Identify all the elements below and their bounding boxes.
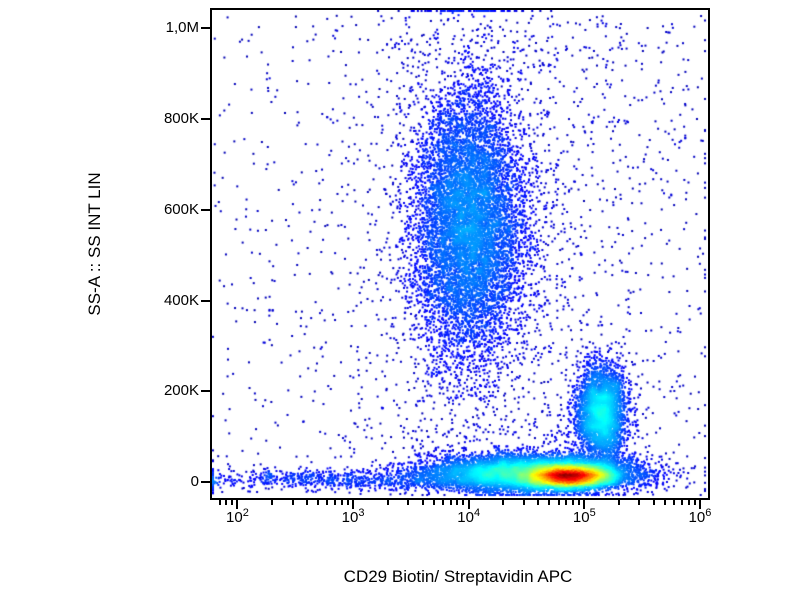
- x-minor-tick-mark: [572, 500, 575, 505]
- y-tick-mark: [201, 27, 210, 30]
- x-minor-tick-mark: [680, 500, 683, 505]
- x-minor-tick-mark: [442, 500, 445, 505]
- x-minor-tick-mark: [687, 500, 690, 505]
- x-minor-tick-mark: [673, 500, 676, 505]
- y-tick-mark: [201, 117, 210, 120]
- y-axis-title: SS-A :: SS INT LIN: [85, 172, 104, 316]
- x-minor-tick-mark: [557, 500, 560, 505]
- plot-area: 0 200K 400K 600K 800K 1,0M 102 103 104 105 106: [164, 8, 711, 526]
- x-minor-tick-mark: [638, 500, 641, 505]
- y-tick-label: 1,0M: [165, 19, 199, 37]
- x-minor-tick-mark: [577, 500, 580, 505]
- x-tick-exponent: 2: [242, 507, 249, 519]
- y-tick-mark: [201, 390, 210, 393]
- x-tick-label: 106: [688, 507, 712, 526]
- x-tick-exponent: 6: [705, 507, 712, 519]
- x-minor-tick-mark: [664, 500, 667, 505]
- x-tick-label: 104: [457, 507, 481, 526]
- x-tick-base: 10: [226, 509, 243, 526]
- x-minor-tick-mark: [537, 500, 540, 505]
- x-minor-tick-mark: [462, 500, 465, 505]
- x-minor-tick-mark: [502, 500, 505, 505]
- x-minor-tick-mark: [340, 500, 343, 505]
- x-minor-tick-mark: [618, 500, 621, 505]
- x-minor-tick-mark: [218, 500, 221, 505]
- x-tick-label: 105: [572, 507, 596, 526]
- x-minor-tick-mark: [291, 500, 294, 505]
- x-tick-mark: [467, 500, 470, 509]
- x-minor-tick-mark: [326, 500, 329, 505]
- y-tick-label: 0: [190, 473, 199, 491]
- y-tick-mark: [201, 481, 210, 484]
- y-tick-label: 200K: [163, 382, 199, 400]
- x-tick-base: 10: [572, 509, 590, 526]
- x-tick-mark: [698, 500, 701, 509]
- x-minor-tick-mark: [421, 500, 424, 505]
- x-tick-label: 103: [341, 507, 365, 526]
- y-tick-mark: [201, 208, 210, 211]
- x-tick-exponent: 4: [473, 507, 481, 519]
- x-minor-tick-mark: [565, 500, 568, 505]
- x-minor-tick-mark: [271, 500, 274, 505]
- x-tick-mark: [583, 500, 586, 509]
- x-minor-tick-mark: [693, 500, 696, 505]
- x-minor-tick-mark: [522, 500, 525, 505]
- y-tick-label: 800K: [163, 109, 199, 127]
- x-minor-tick-mark: [449, 500, 452, 505]
- x-minor-tick-mark: [231, 500, 234, 505]
- x-tick-mark: [352, 500, 355, 509]
- x-tick-label: 102: [226, 507, 249, 526]
- x-minor-tick-mark: [386, 500, 389, 505]
- x-tick-mark: [236, 500, 239, 509]
- y-tick-label: 400K: [163, 291, 199, 309]
- x-minor-tick-mark: [548, 500, 551, 505]
- x-axis-title: CD29 Biotin/ Streptavidin APC: [343, 567, 573, 586]
- x-tick-base: 10: [688, 509, 706, 526]
- y-tick-mark: [201, 299, 210, 302]
- x-tick-exponent: 3: [358, 507, 365, 519]
- y-tick-label: 600K: [163, 200, 199, 218]
- x-minor-tick-mark: [225, 500, 228, 505]
- x-tick-base: 10: [341, 509, 359, 526]
- x-minor-tick-mark: [317, 500, 320, 505]
- x-minor-tick-mark: [456, 500, 459, 505]
- x-minor-tick-mark: [306, 500, 309, 505]
- x-tick-base: 10: [457, 509, 474, 526]
- x-minor-tick-mark: [334, 500, 337, 505]
- density-scatter-canvas: [212, 10, 708, 498]
- x-tick-exponent: 5: [589, 507, 596, 519]
- x-minor-tick-mark: [407, 500, 410, 505]
- x-minor-tick-mark: [652, 500, 655, 505]
- x-minor-tick-mark: [346, 500, 349, 505]
- x-minor-tick-mark: [432, 500, 435, 505]
